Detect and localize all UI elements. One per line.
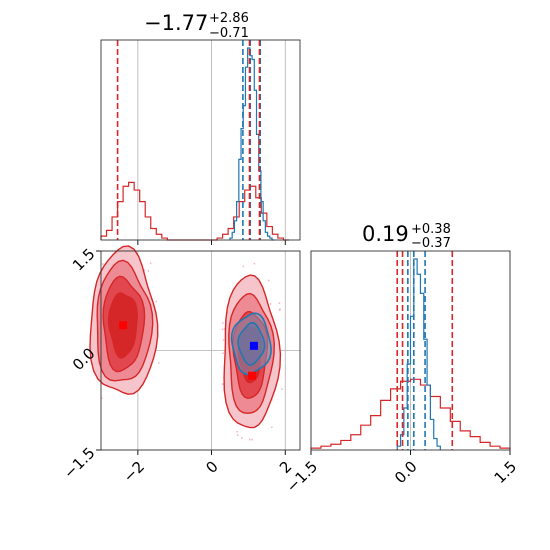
histogram-param-1-panel [100, 39, 301, 245]
marker-blue [249, 341, 258, 350]
marker-red-1 [248, 371, 257, 380]
histogram-blue-param-1 [229, 47, 275, 241]
sample-point [236, 434, 239, 436]
histogram-blue-param-2 [396, 258, 441, 450]
sample-point [281, 388, 283, 391]
sample-point [253, 262, 256, 265]
x-tick-label-param-2-2: 1.5 [491, 458, 521, 488]
sample-point [242, 265, 245, 268]
title-2-median: 0.19 [362, 222, 409, 246]
sample-point [222, 339, 225, 341]
sample-point [248, 438, 251, 441]
title-1-lower: −0.71 [209, 26, 249, 41]
sample-point [267, 279, 270, 282]
sample-point [240, 437, 243, 439]
marker-red-0 [119, 321, 128, 330]
title-2-lower: −0.37 [411, 236, 451, 251]
x-tick-label-param-1-0: −2 [120, 458, 148, 486]
y-tick-label-param-2-2: 1.5 [69, 245, 99, 275]
frame-hist-param-2 [310, 250, 511, 451]
sample-point [221, 321, 224, 324]
joint-density-panel [89, 245, 301, 455]
title-param-1: −1.77 +2.86 −0.71 [144, 11, 249, 41]
sample-point [236, 430, 239, 433]
sample-point [222, 352, 225, 355]
sample-point [251, 438, 253, 441]
sample-point [157, 361, 160, 364]
histogram-param-2-panel [310, 250, 511, 455]
y-tick-label-param-2-0: −1.5 [60, 444, 98, 482]
x-tick-label-param-1-1: 0 [202, 458, 221, 477]
x-tick-label-param-2-1: 0.0 [391, 458, 421, 488]
sample-point [155, 300, 158, 303]
title-param-2: 0.19 +0.38 −0.37 [362, 222, 451, 251]
frame-hist-param-1 [100, 39, 301, 241]
frame-joint-density [100, 250, 301, 451]
sample-point [221, 328, 224, 331]
sample-point [278, 302, 281, 305]
sample-point [101, 263, 104, 265]
title-1-upper: +2.86 [209, 11, 249, 26]
sample-point [269, 303, 272, 305]
sample-point [149, 262, 152, 265]
sample-point [279, 308, 281, 310]
title-2-upper: +0.38 [411, 222, 451, 237]
histogram-red-param-2 [310, 378, 511, 450]
sample-point [270, 426, 273, 429]
sample-point [147, 270, 150, 272]
sample-point [221, 383, 224, 385]
title-1-median: −1.77 [144, 11, 208, 35]
